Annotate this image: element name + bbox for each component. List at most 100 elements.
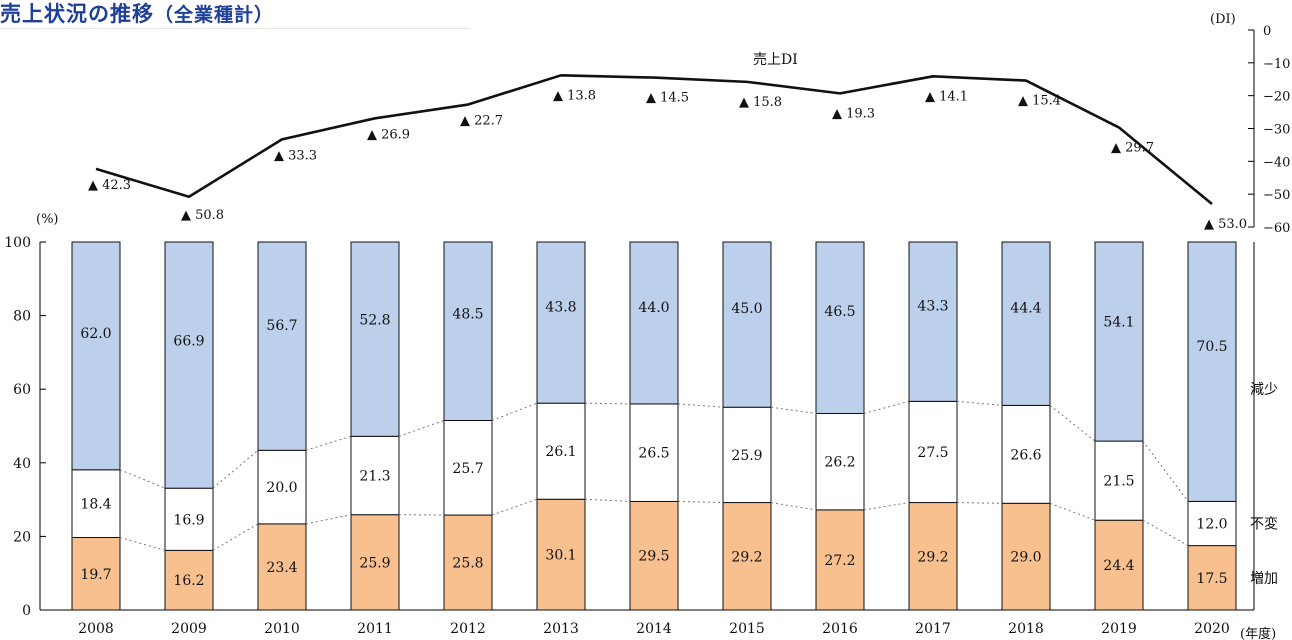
bar-connector-line bbox=[863, 502, 910, 511]
di-value-label: ▲ 13.8 bbox=[553, 88, 596, 103]
bar-connector-line bbox=[584, 498, 631, 502]
x-tick-label: 2017 bbox=[915, 621, 951, 637]
bar-value-label: 17.5 bbox=[1196, 571, 1227, 587]
bar-connector-line bbox=[119, 537, 166, 551]
x-tick-label: 2018 bbox=[1008, 621, 1044, 637]
bar-connector-line bbox=[770, 406, 817, 414]
di-value-label: ▲ 15.8 bbox=[739, 95, 782, 110]
chart-title: 売上状況の推移（全業種計） bbox=[0, 0, 470, 29]
bar-connector-line bbox=[584, 402, 631, 405]
bar-value-label: 44.4 bbox=[1010, 300, 1041, 316]
bar-value-label: 27.5 bbox=[917, 445, 948, 461]
title-sub: （全業種計） bbox=[154, 4, 275, 26]
bar-value-label: 30.1 bbox=[545, 548, 576, 564]
di-y-tick-label: −50 bbox=[1263, 188, 1290, 203]
bar-segment-不変 bbox=[629, 403, 679, 502]
bar-segment-増加 bbox=[350, 514, 400, 611]
di-value-label: ▲ 42.3 bbox=[88, 178, 131, 193]
bar-segment-増加 bbox=[71, 537, 121, 611]
di-value-label: ▲ 33.3 bbox=[274, 148, 317, 163]
bar-segment-不変 bbox=[1187, 500, 1237, 547]
bar-connector-line bbox=[956, 400, 1003, 406]
bar-segment-不変 bbox=[257, 449, 307, 525]
bar-segment-増加 bbox=[908, 502, 958, 611]
bar-value-label: 26.1 bbox=[545, 444, 576, 460]
di-value-label: ▲ 14.5 bbox=[646, 91, 689, 106]
bar-connector-line bbox=[305, 514, 352, 525]
bar-value-label: 19.7 bbox=[80, 567, 111, 583]
bar-value-label: 27.2 bbox=[824, 553, 855, 569]
bar-connector-line bbox=[305, 435, 352, 451]
bar-segment-不変 bbox=[536, 402, 586, 500]
bar-segment-不変 bbox=[350, 435, 400, 516]
bar-segment-減少 bbox=[164, 241, 214, 489]
bar-y-tick-label: 60 bbox=[13, 382, 31, 398]
bar-value-label: 29.2 bbox=[731, 549, 762, 565]
bar-connector-line bbox=[770, 502, 817, 511]
bar-connector-line bbox=[677, 403, 724, 408]
x-tick-label: 2010 bbox=[264, 621, 300, 637]
bar-connector-line bbox=[212, 523, 259, 551]
bar-segment-減少 bbox=[443, 241, 493, 421]
legend-label-減少: 減少 bbox=[1250, 381, 1278, 398]
bar-value-label: 70.5 bbox=[1196, 339, 1227, 355]
x-tick-label: 2015 bbox=[729, 621, 765, 637]
bar-value-label: 29.2 bbox=[917, 549, 948, 565]
di-y-tick-label: −60 bbox=[1263, 221, 1290, 236]
bar-segment-不変 bbox=[1094, 440, 1144, 521]
di-value-label: ▲ 19.3 bbox=[832, 106, 875, 121]
bar-connector-line bbox=[491, 402, 538, 421]
bar-y-tick-label: 20 bbox=[13, 529, 31, 545]
bar-value-label: 20.0 bbox=[266, 480, 297, 496]
bar-segment-増加 bbox=[815, 509, 865, 611]
bar-segment-増加 bbox=[536, 498, 586, 611]
x-tick-label: 2011 bbox=[357, 621, 393, 637]
bar-segment-増加 bbox=[443, 514, 493, 611]
bar-connector-line bbox=[1049, 405, 1096, 442]
bar-value-label: 52.8 bbox=[359, 313, 390, 329]
bar-segment-減少 bbox=[908, 241, 958, 402]
legend-label-増加: 増加 bbox=[1250, 571, 1278, 587]
bar-value-label: 66.9 bbox=[173, 333, 204, 349]
di-y-tick-label: 0 bbox=[1263, 24, 1271, 39]
x-tick-label: 2014 bbox=[636, 621, 672, 637]
di-line bbox=[95, 74, 1213, 206]
bar-value-label: 29.0 bbox=[1010, 550, 1041, 566]
di-value-label: ▲ 14.1 bbox=[925, 89, 968, 104]
bar-value-label: 26.6 bbox=[1010, 447, 1041, 463]
x-tick-label: 2008 bbox=[78, 621, 114, 637]
bar-value-label: 21.5 bbox=[1103, 474, 1134, 490]
bar-segment-減少 bbox=[71, 241, 121, 471]
bar-value-label: 46.5 bbox=[824, 304, 855, 320]
di-value-label: ▲ 15.4 bbox=[1018, 94, 1061, 109]
bar-y-unit-label: (%) bbox=[36, 212, 59, 227]
legend-label-不変: 不変 bbox=[1250, 516, 1278, 533]
bar-y-tick-label: 100 bbox=[4, 235, 31, 251]
bar-value-label: 43.3 bbox=[917, 299, 948, 315]
bar-segment-不変 bbox=[908, 400, 958, 504]
bar-value-label: 26.5 bbox=[638, 446, 669, 462]
bar-value-label: 54.1 bbox=[1103, 315, 1134, 331]
bar-value-label: 44.0 bbox=[638, 300, 669, 316]
bar-value-label: 25.9 bbox=[731, 448, 762, 464]
bar-segment-不変 bbox=[71, 469, 121, 539]
bar-connector-line bbox=[1142, 519, 1189, 547]
bar-segment-減少 bbox=[722, 241, 772, 408]
x-tick-label: 2020 bbox=[1194, 621, 1230, 637]
bar-segment-減少 bbox=[536, 241, 586, 404]
di-value-label: ▲ 29.7 bbox=[1111, 141, 1154, 156]
bar-segment-減少 bbox=[1187, 241, 1237, 502]
bar-connector-line bbox=[212, 449, 259, 489]
bar-segment-減少 bbox=[815, 241, 865, 414]
bar-connector-line bbox=[863, 400, 910, 414]
di-y-tick-label: −20 bbox=[1263, 90, 1290, 105]
bar-segment-不変 bbox=[443, 419, 493, 516]
x-axis-unit-label: (年度) bbox=[1240, 626, 1276, 640]
di-unit-label: (DI) bbox=[1210, 12, 1236, 27]
bar-segment-減少 bbox=[350, 241, 400, 437]
bar-connector-line bbox=[491, 498, 538, 516]
bar-value-label: 12.0 bbox=[1196, 517, 1227, 533]
bar-value-label: 25.7 bbox=[452, 461, 483, 477]
bar-value-label: 62.0 bbox=[80, 326, 111, 342]
